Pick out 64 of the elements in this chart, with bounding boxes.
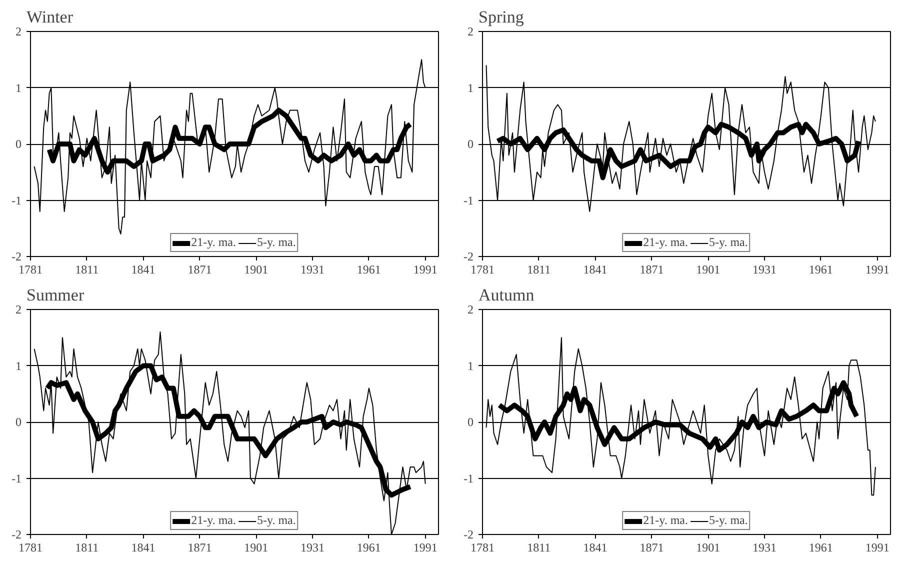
x-tick-label: 1991 [413, 540, 438, 554]
y-tick-label: 2 [16, 302, 22, 316]
x-tick-label: 1991 [865, 540, 890, 554]
x-tick-label: 1961 [808, 540, 833, 554]
x-tick-label: 1871 [188, 540, 212, 554]
x-tick-label: 1781 [18, 262, 42, 276]
y-tick-label: -1 [12, 193, 22, 208]
y-tick-label: 1 [468, 358, 474, 373]
chart-title: Autumn [478, 286, 535, 304]
x-tick-label: 1871 [640, 540, 664, 554]
y-tick-label: 0 [468, 137, 474, 151]
x-tick-label: 1961 [356, 540, 381, 554]
x-tick-label: 1811 [527, 262, 551, 276]
x-tick-label: 1871 [188, 262, 212, 276]
y-tick-label: 0 [16, 415, 22, 429]
y-tick-label: 1 [16, 358, 22, 373]
y-tick-label: -2 [464, 250, 474, 264]
x-tick-label: 1931 [300, 262, 325, 276]
x-tick-label: 1781 [470, 262, 494, 276]
x-tick-label: 1811 [527, 540, 551, 554]
y-tick-label: -1 [464, 471, 474, 486]
legend-label: 5-y. ma. [709, 513, 748, 528]
chart-title: Winter [26, 8, 74, 26]
legend-label: 5-y. ma. [709, 235, 748, 250]
legend-label: 21-y. ma. [643, 513, 688, 528]
y-tick-label: 0 [16, 137, 22, 151]
x-tick-label: 1901 [244, 262, 268, 276]
legend-label: 5-y. ma. [257, 235, 296, 250]
chart-title: Spring [478, 8, 524, 26]
x-tick-label: 1901 [696, 540, 720, 554]
x-tick-label: 1901 [244, 540, 268, 554]
legend-label: 21-y. ma. [643, 235, 688, 250]
x-tick-label: 1781 [18, 540, 42, 554]
y-tick-label: 0 [468, 415, 474, 429]
x-tick-label: 1961 [356, 262, 381, 276]
y-tick-label: -1 [12, 471, 22, 486]
x-tick-label: 1991 [865, 262, 890, 276]
x-tick-label: 1931 [300, 540, 325, 554]
y-tick-label: -2 [12, 250, 22, 264]
x-tick-label: 1961 [808, 262, 833, 276]
y-tick-label: 2 [468, 302, 474, 316]
legend-label: 5-y. ma. [257, 513, 296, 528]
x-tick-label: 1931 [752, 540, 777, 554]
x-tick-label: 1991 [413, 262, 438, 276]
legend-label: 21-y. ma. [191, 235, 236, 250]
y-tick-label: -2 [464, 528, 474, 542]
x-tick-label: 1841 [583, 262, 608, 276]
x-tick-label: 1871 [640, 262, 664, 276]
y-tick-label: -2 [12, 528, 22, 542]
x-tick-label: 1811 [75, 540, 99, 554]
x-tick-label: 1841 [131, 540, 156, 554]
y-tick-label: 1 [468, 80, 474, 95]
x-tick-label: 1901 [696, 262, 720, 276]
x-tick-label: 1841 [131, 262, 156, 276]
x-tick-label: 1811 [75, 262, 99, 276]
legend-label: 21-y. ma. [191, 513, 236, 528]
y-tick-label: 2 [468, 24, 474, 38]
x-tick-label: 1781 [470, 540, 494, 554]
y-tick-label: -1 [464, 193, 474, 208]
x-tick-label: 1931 [752, 262, 777, 276]
y-tick-label: 2 [16, 24, 22, 38]
chart-title: Summer [26, 286, 84, 304]
y-tick-label: 1 [16, 80, 22, 95]
x-tick-label: 1841 [583, 540, 608, 554]
